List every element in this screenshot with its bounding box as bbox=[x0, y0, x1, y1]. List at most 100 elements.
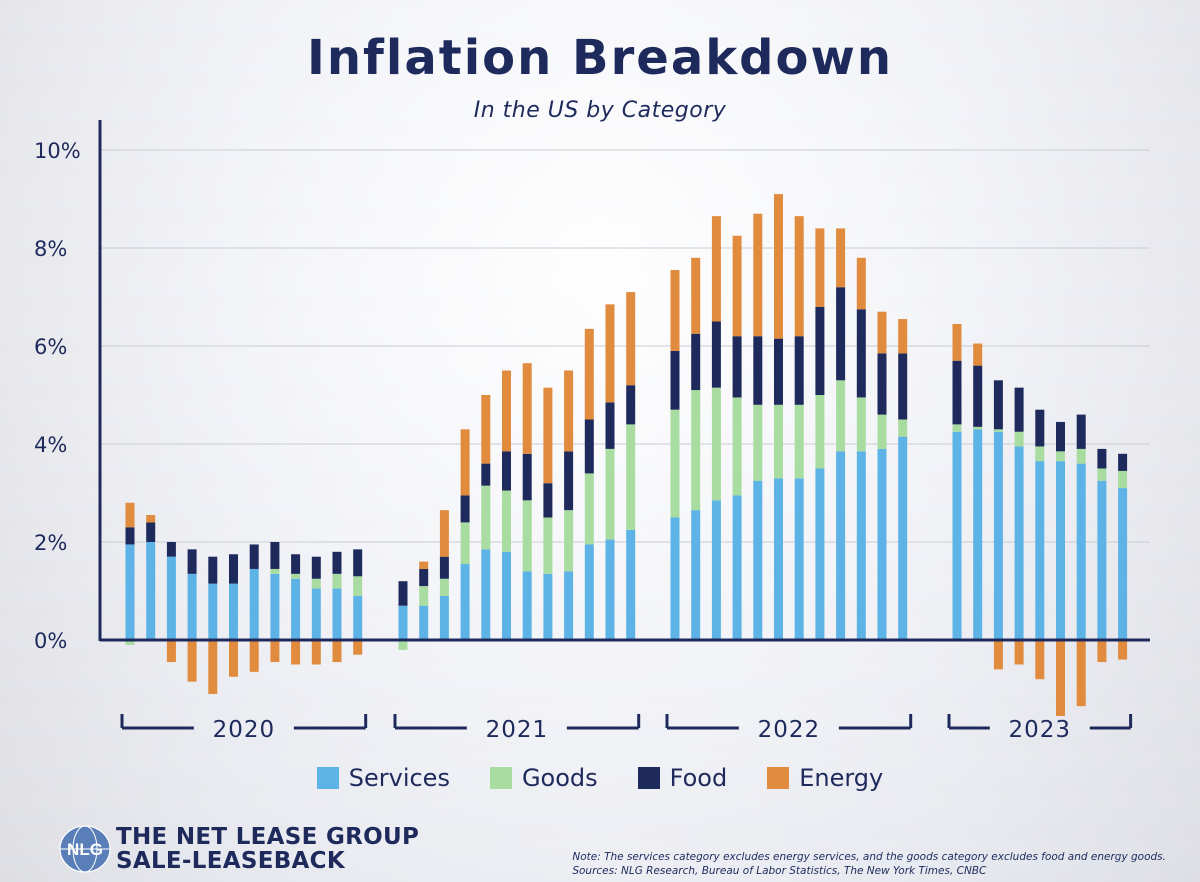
bar-goods bbox=[460, 522, 470, 565]
bar-services bbox=[670, 517, 680, 640]
bar-goods bbox=[794, 404, 804, 479]
logo-line-2: SALE-LEASEBACK bbox=[116, 848, 345, 874]
bar-food bbox=[856, 309, 866, 398]
bar-food bbox=[973, 365, 983, 427]
bar-services bbox=[208, 583, 218, 640]
bar-services bbox=[1014, 446, 1024, 640]
nlg-logo: NLG THE NET LEASE GROUP SALE-LEASEBACK bbox=[58, 824, 419, 874]
bar-energy bbox=[1035, 640, 1045, 680]
bar-services bbox=[291, 578, 301, 640]
bar-energy bbox=[270, 640, 280, 663]
bar-food bbox=[332, 551, 342, 574]
bar-food bbox=[1056, 421, 1065, 452]
bar-goods bbox=[774, 404, 783, 479]
legend-item-goods: Goods bbox=[489, 764, 598, 792]
bar-energy bbox=[502, 370, 511, 452]
bar-services bbox=[332, 588, 342, 640]
logo-line-1: THE NET LEASE GROUP bbox=[116, 824, 420, 850]
bar-services bbox=[794, 478, 804, 640]
bar-goods bbox=[952, 424, 962, 432]
bar-food bbox=[481, 463, 491, 486]
chart-legend: Services Goods Food Energy bbox=[0, 764, 1200, 792]
bar-food bbox=[564, 451, 574, 511]
legend-item-energy: Energy bbox=[767, 764, 883, 792]
bar-energy bbox=[1056, 640, 1065, 716]
bar-food bbox=[691, 333, 701, 391]
bar-services bbox=[353, 595, 363, 640]
bar-food bbox=[353, 549, 363, 577]
bar-services bbox=[398, 605, 408, 640]
bar-energy bbox=[229, 640, 238, 677]
bar-food bbox=[898, 353, 908, 420]
bar-energy bbox=[815, 228, 825, 307]
bar-food bbox=[1118, 453, 1128, 471]
bar-services bbox=[229, 583, 238, 640]
bar-energy bbox=[626, 292, 636, 386]
bar-energy bbox=[125, 502, 135, 528]
bar-food bbox=[1076, 414, 1086, 449]
bar-food bbox=[270, 542, 280, 569]
year-label: 2022 bbox=[758, 717, 821, 743]
bar-goods bbox=[815, 395, 825, 469]
bar-food bbox=[711, 321, 721, 388]
bar-services bbox=[543, 573, 553, 640]
bar-energy bbox=[732, 235, 742, 337]
bar-energy bbox=[584, 328, 594, 420]
bar-services bbox=[774, 478, 783, 640]
bar-goods bbox=[732, 397, 742, 496]
bar-services bbox=[732, 495, 742, 640]
bar-energy bbox=[419, 561, 429, 569]
bar-goods bbox=[481, 485, 491, 550]
bar-energy bbox=[856, 257, 866, 310]
bar-goods bbox=[332, 573, 342, 589]
bar-food bbox=[670, 350, 680, 410]
bar-services bbox=[1097, 480, 1107, 640]
bar-energy bbox=[543, 387, 553, 484]
bar-food bbox=[502, 451, 511, 491]
y-tick-label: 6% bbox=[34, 335, 67, 359]
bar-services bbox=[439, 595, 449, 640]
bar-goods bbox=[1014, 431, 1024, 447]
bar-energy bbox=[481, 395, 491, 464]
bar-energy bbox=[877, 311, 887, 354]
bar-energy bbox=[166, 640, 176, 663]
bar-goods bbox=[626, 424, 636, 530]
bar-energy bbox=[1097, 640, 1107, 663]
year-label: 2021 bbox=[486, 717, 549, 743]
logo-mark-text: NLG bbox=[67, 840, 103, 859]
bar-energy bbox=[1014, 640, 1024, 665]
bar-goods bbox=[564, 510, 574, 572]
sources-text: Sources: NLG Research, Bureau of Labor S… bbox=[572, 865, 987, 877]
bar-goods bbox=[1118, 470, 1128, 489]
bar-food bbox=[1014, 387, 1024, 432]
bar-food bbox=[311, 556, 321, 579]
bar-food bbox=[439, 556, 449, 579]
bar-energy bbox=[753, 213, 763, 337]
bar-services bbox=[481, 549, 491, 640]
bar-energy bbox=[208, 640, 218, 694]
logo-text: THE NET LEASE GROUP SALE-LEASEBACK bbox=[116, 825, 419, 873]
bar-goods bbox=[877, 414, 887, 449]
bar-energy bbox=[460, 429, 470, 496]
bar-energy bbox=[711, 216, 721, 322]
bar-services bbox=[626, 529, 636, 640]
bar-food bbox=[291, 554, 301, 574]
bar-food bbox=[1035, 409, 1045, 447]
bar-food bbox=[166, 542, 176, 557]
bar-food bbox=[732, 336, 742, 398]
bar-food bbox=[398, 581, 408, 606]
bar-energy bbox=[522, 363, 532, 454]
chart-note: Note: The services category excludes ene… bbox=[572, 850, 1166, 878]
bar-services bbox=[711, 500, 721, 640]
bar-goods bbox=[1035, 446, 1045, 462]
bar-services bbox=[753, 480, 763, 640]
bar-services bbox=[1035, 461, 1045, 640]
bar-services bbox=[877, 448, 887, 640]
globe-icon: NLG bbox=[59, 825, 111, 873]
legend-item-food: Food bbox=[637, 764, 727, 792]
bar-food bbox=[836, 287, 846, 381]
bar-food bbox=[626, 385, 636, 425]
legend-swatch-goods bbox=[489, 767, 512, 789]
bar-energy bbox=[311, 640, 321, 665]
